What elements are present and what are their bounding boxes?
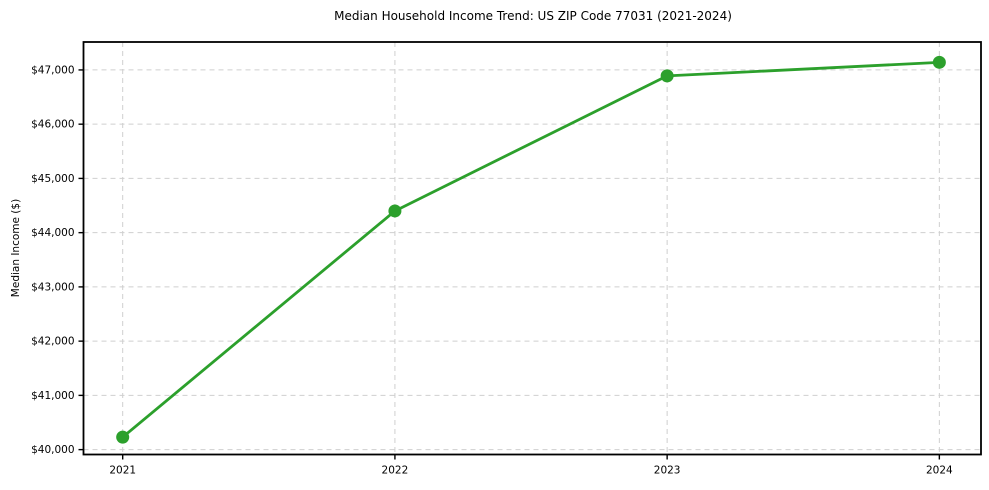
y-tick-label: $41,000: [31, 390, 74, 402]
plot-frame: [82, 41, 982, 456]
data-point: [660, 69, 674, 83]
y-tick-label: $45,000: [31, 173, 74, 185]
y-tick-label: $44,000: [31, 227, 74, 239]
x-tick-label: 2023: [654, 465, 681, 477]
trend-line: [121, 60, 941, 439]
y-tick-label: $43,000: [31, 281, 74, 293]
data-point: [932, 55, 946, 69]
y-axis-label: Median Income ($): [10, 198, 22, 298]
x-tick-label: 2022: [382, 465, 409, 477]
chart-title: Median Household Income Trend: US ZIP Co…: [334, 9, 732, 23]
y-tick-label: $47,000: [31, 65, 74, 77]
y-tick-label: $42,000: [31, 336, 74, 348]
data-point: [116, 430, 130, 444]
y-tick-label: $46,000: [31, 119, 74, 131]
x-tick-label: 2021: [109, 465, 136, 477]
y-tick-label: $40,000: [31, 444, 74, 456]
data-point: [388, 204, 402, 218]
x-tick-label: 2024: [926, 465, 953, 477]
